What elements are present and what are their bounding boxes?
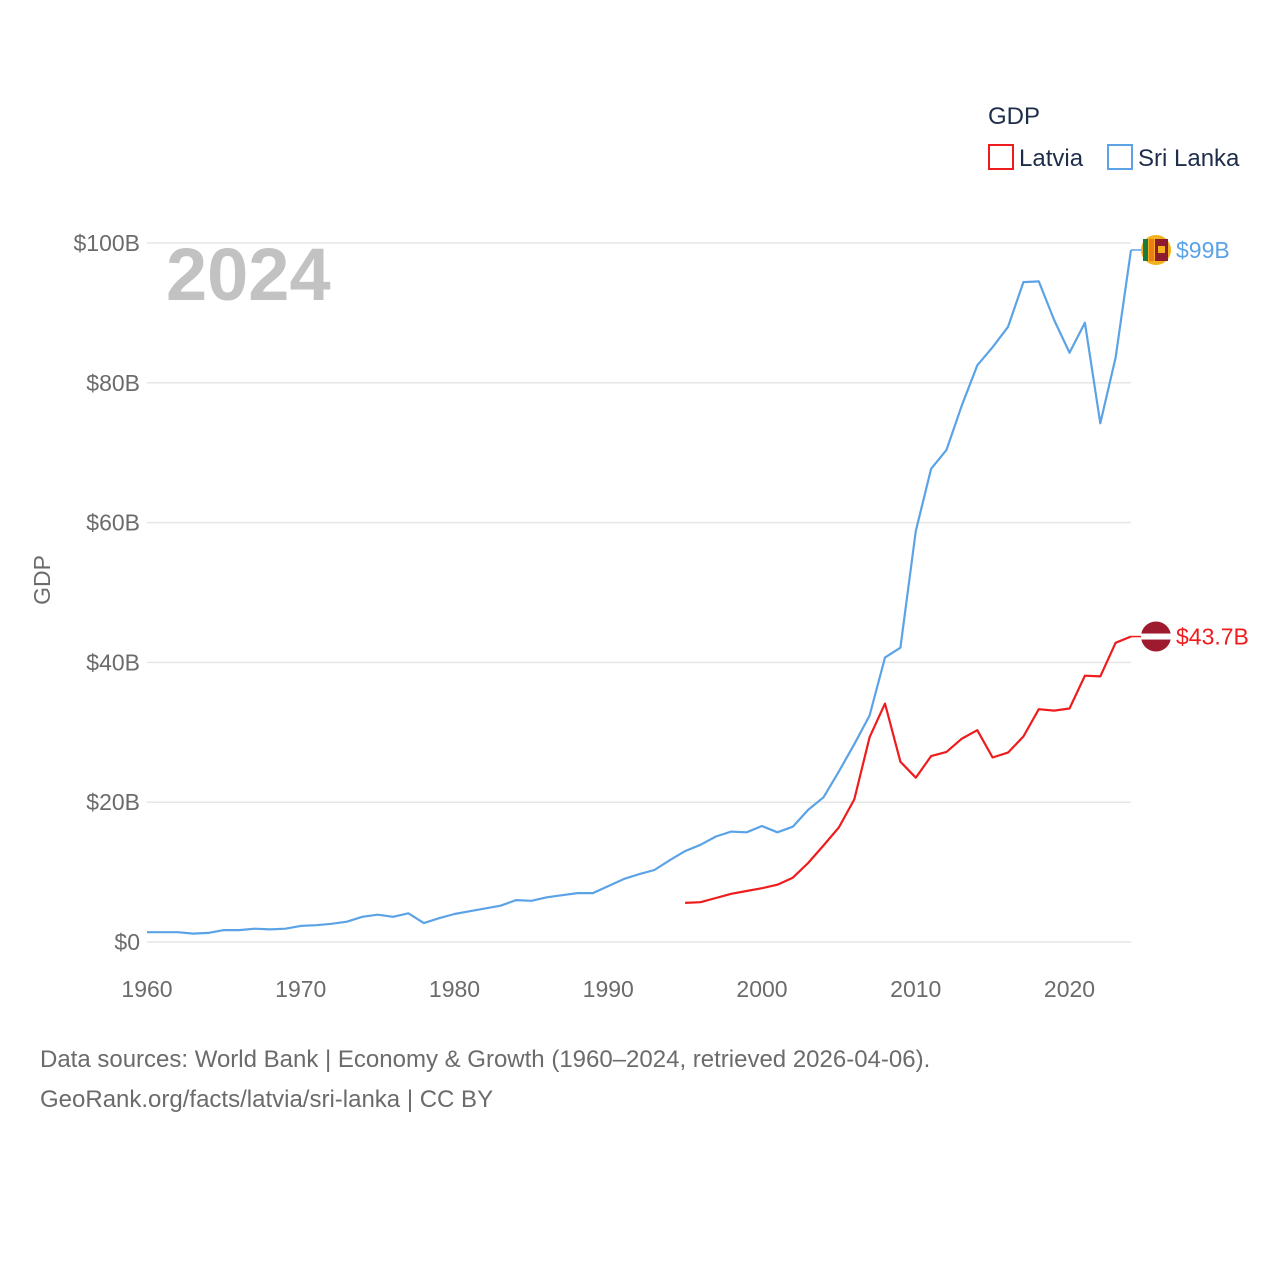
y-tick-label: $40B (86, 649, 140, 675)
x-tick-label: 1970 (275, 976, 326, 1002)
y-tick-label: $20B (86, 789, 140, 815)
series-line-latvia (685, 635, 1132, 904)
legend-label-sri-lanka[interactable]: Sri Lanka (1138, 145, 1240, 172)
x-tick-label: 1990 (583, 976, 634, 1002)
legend: GDP Latvia Sri Lanka (988, 103, 1240, 172)
series-line-sri-lanka (147, 249, 1133, 935)
x-tick-label: 2010 (890, 976, 941, 1002)
flag-green-band (1143, 238, 1148, 261)
latvia-flag-icon (1141, 621, 1171, 652)
footer: Data sources: World Bank | Economy & Gro… (40, 1040, 930, 1120)
legend-swatch-latvia[interactable] (988, 144, 1014, 170)
y-tick-label: $100B (73, 230, 140, 256)
gridlines (147, 242, 1131, 943)
flag-lion (1158, 245, 1165, 253)
legend-title: GDP (988, 103, 1040, 130)
y-axis-title: GDP (29, 555, 55, 605)
series-lines (147, 249, 1133, 935)
y-axis-ticks: $0 $20B $40B $60B $80B $100B (73, 230, 140, 955)
x-tick-label: 2020 (1044, 976, 1095, 1002)
x-axis-ticks: 1960 1970 1980 1990 2000 2010 2020 (121, 976, 1095, 1002)
sri-lanka-flag-icon (1141, 234, 1171, 265)
y-tick-label: $80B (86, 370, 140, 396)
x-tick-label: 2000 (736, 976, 787, 1002)
end-value-label: $99B (1176, 237, 1230, 263)
y-tick-label: $0 (114, 929, 140, 955)
y-tick-label: $60B (86, 510, 140, 536)
year-label: 2024 (166, 233, 331, 316)
flag-orange-band (1149, 238, 1154, 261)
data-source-text: Data sources: World Bank | Economy & Gro… (40, 1046, 931, 1073)
legend-label-latvia[interactable]: Latvia (1019, 145, 1084, 172)
gdp-line-chart: $0 $20B $40B $60B $80B $100B 1960 1970 1980 1990… (29, 103, 1249, 1002)
x-tick-label: 1980 (429, 976, 480, 1002)
end-value-label: $43.7B (1176, 624, 1249, 650)
end-markers: $99B $43.7B (1131, 234, 1249, 652)
x-tick-label: 1960 (121, 976, 172, 1002)
legend-swatch-sri-lanka[interactable] (1107, 144, 1133, 170)
attribution-link[interactable]: GeoRank.org/facts/latvia/sri-lanka | CC … (40, 1086, 494, 1113)
flag-stripe (1141, 633, 1171, 640)
